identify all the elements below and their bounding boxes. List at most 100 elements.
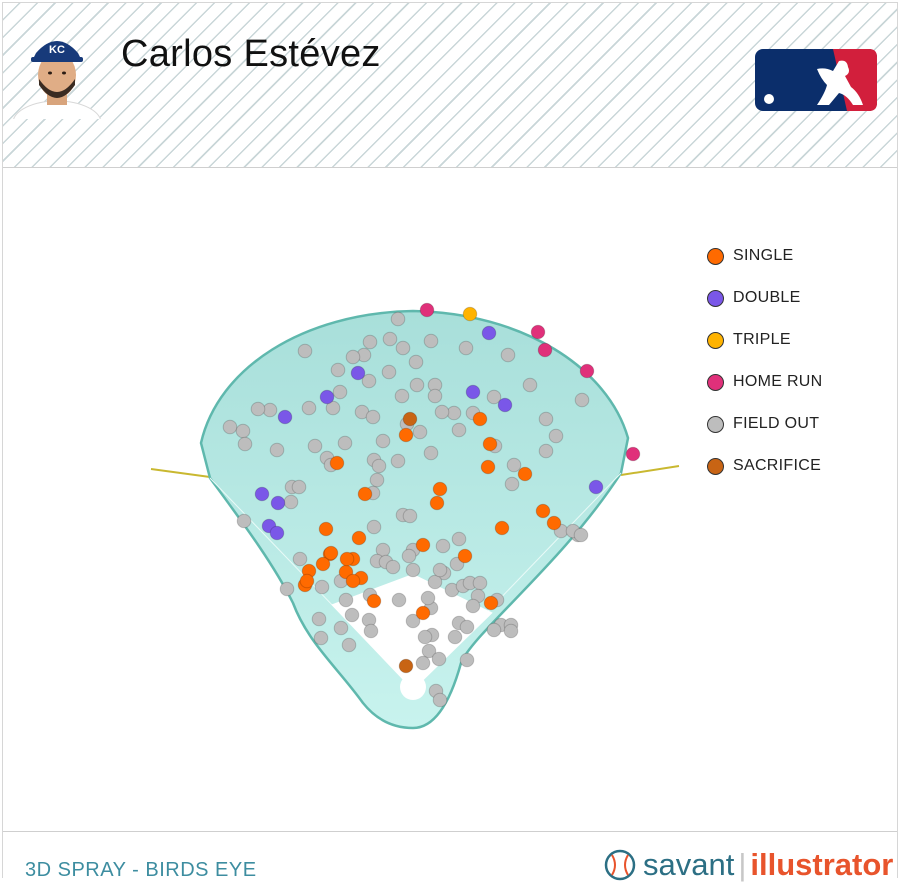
point-field-out-62[interactable] bbox=[338, 592, 354, 608]
point-field-out-108[interactable] bbox=[421, 643, 437, 659]
point-field-out-80[interactable] bbox=[435, 538, 451, 554]
point-field-out-91[interactable] bbox=[459, 619, 475, 635]
point-field-out-112[interactable] bbox=[432, 692, 448, 708]
point-double-0[interactable] bbox=[350, 365, 366, 381]
point-double-6[interactable] bbox=[254, 486, 270, 502]
point-field-out-26[interactable] bbox=[235, 423, 251, 439]
point-field-out-27[interactable] bbox=[237, 436, 253, 452]
point-double-10[interactable] bbox=[588, 479, 604, 495]
point-field-out-107[interactable] bbox=[417, 629, 433, 645]
point-field-out-58[interactable] bbox=[236, 513, 252, 529]
point-double-3[interactable] bbox=[465, 384, 481, 400]
point-field-out-98[interactable] bbox=[385, 559, 401, 575]
point-field-out-56[interactable] bbox=[291, 479, 307, 495]
point-field-out-21[interactable] bbox=[332, 384, 348, 400]
point-field-out-11[interactable] bbox=[330, 362, 346, 378]
point-single-22[interactable] bbox=[494, 520, 510, 536]
point-single-7[interactable] bbox=[429, 495, 445, 511]
point-single-18[interactable] bbox=[323, 545, 339, 561]
point-field-out-13[interactable] bbox=[382, 331, 398, 347]
point-field-out-39[interactable] bbox=[423, 445, 439, 461]
point-single-27[interactable] bbox=[366, 593, 382, 609]
point-single-29[interactable] bbox=[345, 573, 361, 589]
point-double-1[interactable] bbox=[319, 389, 335, 405]
point-single-17[interactable] bbox=[315, 556, 331, 572]
point-single-4[interactable] bbox=[517, 466, 533, 482]
point-field-out-59[interactable] bbox=[279, 581, 295, 597]
point-field-out-95[interactable] bbox=[405, 613, 421, 629]
point-single-25[interactable] bbox=[483, 595, 499, 611]
point-field-out-51[interactable] bbox=[412, 424, 428, 440]
point-field-out-49[interactable] bbox=[434, 404, 450, 420]
point-field-out-40[interactable] bbox=[451, 422, 467, 438]
point-field-out-74[interactable] bbox=[366, 519, 382, 535]
point-field-out-24[interactable] bbox=[250, 401, 266, 417]
point-single-23[interactable] bbox=[535, 503, 551, 519]
point-field-out-22[interactable] bbox=[301, 400, 317, 416]
legend-item-single[interactable]: SINGLE bbox=[707, 235, 823, 277]
point-single-19[interactable] bbox=[339, 551, 355, 567]
point-field-out-79[interactable] bbox=[405, 562, 421, 578]
point-home-run-1[interactable] bbox=[530, 324, 546, 340]
point-field-out-18[interactable] bbox=[394, 388, 410, 404]
point-single-1[interactable] bbox=[472, 411, 488, 427]
point-field-out-15[interactable] bbox=[408, 354, 424, 370]
point-field-out-45[interactable] bbox=[506, 457, 522, 473]
point-single-21[interactable] bbox=[457, 548, 473, 564]
point-field-out-43[interactable] bbox=[486, 389, 502, 405]
point-field-out-57[interactable] bbox=[283, 494, 299, 510]
point-field-out-12[interactable] bbox=[297, 343, 313, 359]
legend-item-sacrifice[interactable]: SACRIFICE bbox=[707, 445, 823, 487]
point-field-out-6[interactable] bbox=[538, 411, 554, 427]
point-double-4[interactable] bbox=[497, 397, 513, 413]
point-double-7[interactable] bbox=[270, 495, 286, 511]
point-field-out-1[interactable] bbox=[423, 333, 439, 349]
point-field-out-38[interactable] bbox=[390, 453, 406, 469]
point-home-run-4[interactable] bbox=[625, 446, 641, 462]
point-single-3[interactable] bbox=[480, 459, 496, 475]
point-field-out-109[interactable] bbox=[431, 651, 447, 667]
point-field-out-117[interactable] bbox=[503, 623, 519, 639]
point-sacrifice-1[interactable] bbox=[398, 658, 414, 674]
point-field-out-3[interactable] bbox=[500, 347, 516, 363]
point-field-out-87[interactable] bbox=[472, 575, 488, 591]
point-triple-0[interactable] bbox=[462, 306, 478, 322]
point-field-out-116[interactable] bbox=[573, 527, 589, 543]
point-field-out-100[interactable] bbox=[432, 562, 448, 578]
point-field-out-7[interactable] bbox=[548, 428, 564, 444]
point-field-out-35[interactable] bbox=[371, 458, 387, 474]
legend-item-home-run[interactable]: HOME RUN bbox=[707, 361, 823, 403]
point-single-8[interactable] bbox=[329, 455, 345, 471]
point-single-28[interactable] bbox=[299, 573, 315, 589]
point-field-out-73[interactable] bbox=[402, 508, 418, 524]
point-field-out-71[interactable] bbox=[313, 630, 329, 646]
point-field-out-0[interactable] bbox=[390, 311, 406, 327]
point-field-out-110[interactable] bbox=[415, 655, 431, 671]
point-field-out-61[interactable] bbox=[314, 579, 330, 595]
point-field-out-92[interactable] bbox=[447, 629, 463, 645]
legend-item-double[interactable]: DOUBLE bbox=[707, 277, 823, 319]
point-field-out-28[interactable] bbox=[269, 442, 285, 458]
point-field-out-46[interactable] bbox=[504, 476, 520, 492]
point-field-out-41[interactable] bbox=[446, 405, 462, 421]
point-single-9[interactable] bbox=[318, 521, 334, 537]
point-field-out-96[interactable] bbox=[391, 592, 407, 608]
point-field-out-105[interactable] bbox=[486, 622, 502, 638]
point-double-9[interactable] bbox=[269, 525, 285, 541]
point-sacrifice-0[interactable] bbox=[402, 411, 418, 427]
point-field-out-65[interactable] bbox=[311, 611, 327, 627]
point-single-20[interactable] bbox=[415, 537, 431, 553]
point-field-out-66[interactable] bbox=[344, 607, 360, 623]
point-field-out-8[interactable] bbox=[362, 334, 378, 350]
point-field-out-33[interactable] bbox=[375, 433, 391, 449]
point-field-out-23[interactable] bbox=[262, 402, 278, 418]
point-field-out-19[interactable] bbox=[381, 364, 397, 380]
point-field-out-25[interactable] bbox=[222, 419, 238, 435]
point-field-out-69[interactable] bbox=[333, 620, 349, 636]
savant-illustrator-logo[interactable]: savant | illustrator bbox=[603, 847, 893, 882]
point-single-24[interactable] bbox=[546, 515, 562, 531]
point-field-out-4[interactable] bbox=[522, 377, 538, 393]
legend-item-triple[interactable]: TRIPLE bbox=[707, 319, 823, 361]
point-single-6[interactable] bbox=[432, 481, 448, 497]
point-field-out-70[interactable] bbox=[341, 637, 357, 653]
